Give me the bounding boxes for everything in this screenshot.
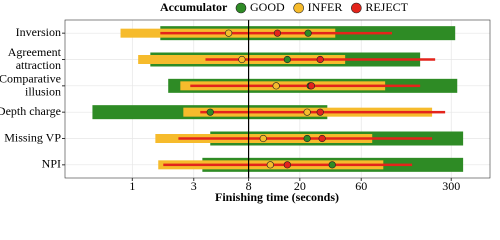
legend-label: REJECT bbox=[365, 0, 408, 14]
label-line: illusion bbox=[25, 84, 61, 98]
x-tick-label: 20 bbox=[294, 179, 306, 193]
y-tick-label: Missing VP bbox=[4, 130, 61, 144]
label-line: attraction bbox=[16, 58, 61, 72]
point bbox=[206, 108, 214, 116]
point bbox=[303, 134, 311, 143]
x-tick-label: 60 bbox=[355, 179, 367, 193]
point bbox=[303, 108, 311, 116]
point bbox=[316, 55, 324, 64]
point bbox=[318, 134, 326, 143]
range-bar bbox=[190, 84, 421, 88]
point bbox=[273, 29, 282, 37]
point bbox=[272, 82, 280, 90]
legend-label: GOOD bbox=[250, 0, 285, 14]
point bbox=[238, 55, 246, 64]
x-tick-label: 300 bbox=[442, 179, 460, 193]
plot-border bbox=[64, 19, 491, 179]
point bbox=[283, 161, 291, 169]
point bbox=[316, 108, 324, 116]
plot-panel bbox=[65, 20, 490, 178]
y-tick-label: Comparative illusion bbox=[0, 71, 61, 98]
point bbox=[266, 161, 274, 169]
label-line: Agreement bbox=[8, 45, 62, 59]
x-tick-label: 3 bbox=[191, 179, 197, 193]
legend-marker bbox=[351, 2, 362, 14]
y-tick-label: Agreement attraction bbox=[8, 45, 62, 72]
y-tick-label: NPI bbox=[42, 157, 61, 171]
point bbox=[283, 55, 291, 64]
chart: Accumulator Finishing time (seconds) 1 3 8… bbox=[0, 0, 491, 204]
y-tick-label: Depth charge bbox=[0, 104, 61, 118]
point bbox=[307, 82, 315, 90]
legend-marker bbox=[235, 2, 247, 14]
x-axis-label: Finishing time (seconds) bbox=[215, 190, 339, 204]
y-tick-label: Inversion bbox=[16, 25, 61, 39]
legend-marker bbox=[293, 2, 304, 14]
point bbox=[328, 161, 336, 169]
x-tick-label: 8 bbox=[246, 179, 252, 193]
point bbox=[259, 134, 267, 143]
label-line: Comparative bbox=[0, 71, 61, 85]
point bbox=[225, 29, 233, 37]
point bbox=[304, 29, 312, 37]
x-tick-label: 1 bbox=[129, 179, 135, 193]
legend-label: INFER bbox=[308, 0, 343, 14]
legend-title: Accumulator bbox=[160, 0, 228, 14]
